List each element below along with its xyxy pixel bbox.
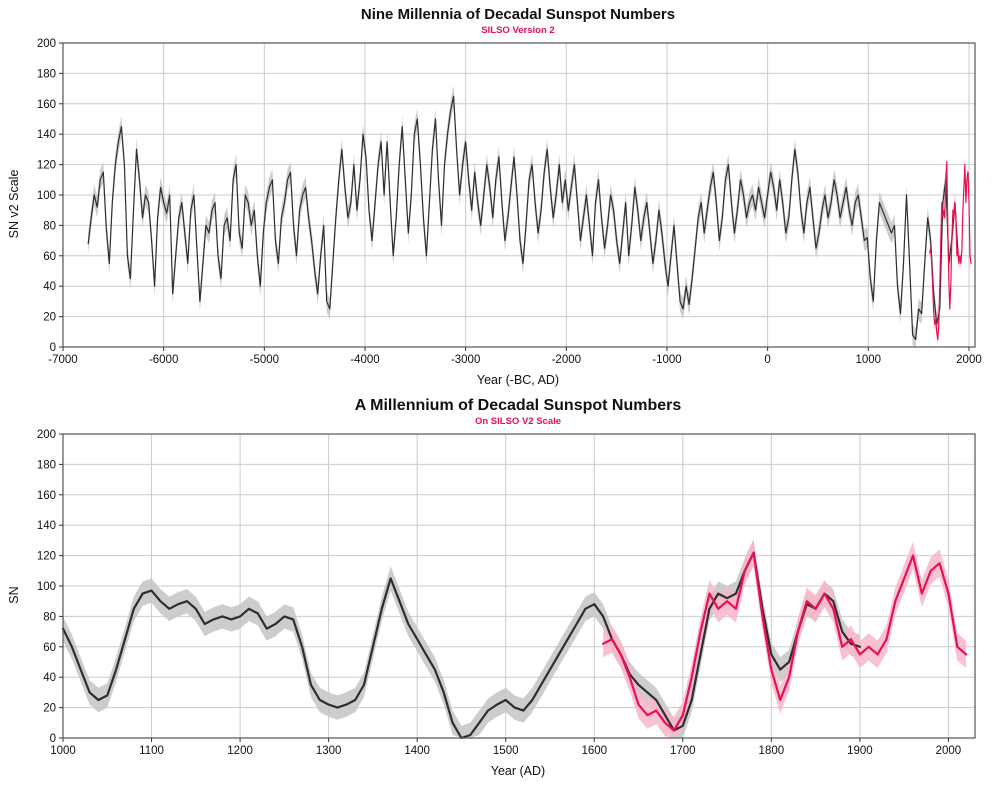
svg-text:180: 180 — [37, 459, 56, 471]
bottom-chart-canvas: 1000 1100 1200 1300 1400 1500 1600 1700 1800 1900… — [37, 429, 976, 757]
svg-text:0: 0 — [50, 733, 56, 745]
svg-text:40: 40 — [43, 672, 56, 684]
svg-text:-4000: -4000 — [350, 354, 379, 366]
svg-text:-2000: -2000 — [552, 354, 581, 366]
svg-text:160: 160 — [37, 99, 56, 111]
svg-text:140: 140 — [37, 520, 56, 532]
svg-text:-5000: -5000 — [250, 354, 279, 366]
svg-text:1500: 1500 — [493, 745, 519, 757]
svg-text:20: 20 — [43, 312, 56, 324]
svg-text:40: 40 — [43, 281, 56, 293]
svg-text:1000: 1000 — [856, 354, 882, 366]
svg-text:0: 0 — [764, 354, 770, 366]
svg-text:1700: 1700 — [670, 745, 696, 757]
bottom-chart-plot-area: SN 1000 1100 1200 1300 1400 1500 1600 1700 1800 1… — [0, 428, 993, 762]
svg-text:100: 100 — [37, 581, 56, 593]
svg-text:-6000: -6000 — [149, 354, 178, 366]
svg-text:120: 120 — [37, 160, 56, 172]
svg-text:-1000: -1000 — [652, 354, 681, 366]
svg-text:200: 200 — [37, 429, 56, 441]
top-chart-y-axis-label: SN v2 Scale — [7, 169, 21, 239]
bottom-chart-x-axis-label: Year (AD) — [490, 764, 546, 778]
svg-text:-7000: -7000 — [48, 354, 77, 366]
bottom-chart-block: A Millennium of Decadal Sunspot Numbers … — [0, 397, 993, 780]
svg-text:1200: 1200 — [227, 745, 253, 757]
svg-text:1400: 1400 — [404, 745, 430, 757]
top-chart-plot-area: SN v2 Scale -7000 -6000 -5000 -4000 -3000 -20… — [0, 37, 993, 371]
svg-text:1000: 1000 — [50, 745, 76, 757]
svg-text:-3000: -3000 — [451, 354, 480, 366]
svg-text:2000: 2000 — [936, 745, 962, 757]
svg-text:1900: 1900 — [847, 745, 873, 757]
svg-text:60: 60 — [43, 642, 56, 654]
svg-text:1100: 1100 — [139, 745, 164, 757]
svg-text:1300: 1300 — [316, 745, 342, 757]
svg-text:140: 140 — [37, 129, 56, 141]
svg-text:160: 160 — [37, 490, 56, 502]
bottom-chart-title: A Millennium of Decadal Sunspot Numbers — [354, 397, 682, 414]
svg-text:180: 180 — [37, 68, 56, 80]
bottom-chart-y-axis-label: SN — [7, 586, 21, 604]
top-chart-canvas: -7000 -6000 -5000 -4000 -3000 -2000 -1000 0 1000… — [37, 38, 982, 366]
svg-text:100: 100 — [37, 190, 56, 202]
svg-text:20: 20 — [43, 703, 56, 715]
svg-text:80: 80 — [43, 611, 56, 623]
svg-text:200: 200 — [37, 38, 56, 50]
bottom-chart-subtitle: On SILSO V2 Scale — [474, 416, 562, 427]
top-chart-block: Nine Millennia of Decadal Sunspot Number… — [0, 6, 993, 389]
sunspot-charts-page: Nine Millennia of Decadal Sunspot Number… — [0, 6, 993, 780]
top-chart-x-axis-label: Year (-BC, AD) — [476, 373, 560, 387]
svg-text:0: 0 — [50, 342, 56, 354]
top-chart-title: Nine Millennia of Decadal Sunspot Number… — [360, 6, 676, 23]
top-chart-subtitle: SILSO Version 2 — [481, 25, 555, 36]
svg-text:80: 80 — [43, 220, 56, 232]
svg-text:60: 60 — [43, 251, 56, 263]
svg-text:120: 120 — [37, 551, 56, 563]
svg-text:2000: 2000 — [956, 354, 982, 366]
svg-text:1600: 1600 — [581, 745, 607, 757]
svg-text:1800: 1800 — [759, 745, 785, 757]
